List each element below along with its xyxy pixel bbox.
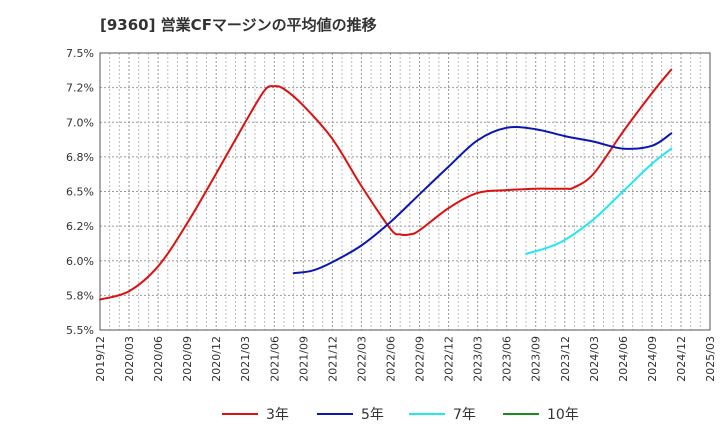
x-tick-label: 2024/12 (675, 336, 688, 382)
x-tick-label: 2023/09 (530, 336, 543, 382)
series-line-7年 (525, 147, 673, 255)
x-tick-label: 2022/09 (414, 336, 427, 382)
grid (99, 52, 711, 331)
x-tick-label: 2020/03 (123, 336, 136, 382)
x-tick-label: 2024/03 (588, 336, 601, 382)
series-line-3年 (99, 68, 673, 301)
legend-label: 5年 (361, 407, 384, 423)
x-tick-label: 2022/12 (443, 336, 456, 382)
legend-label: 10年 (547, 407, 579, 423)
x-tick-label: 2022/06 (384, 336, 397, 382)
y-tick-label: 6.2% (66, 220, 94, 233)
y-tick-label: 5.8% (66, 289, 94, 302)
x-tick-label: 2021/03 (239, 336, 252, 382)
x-tick-label: 2024/09 (646, 336, 659, 382)
x-tick-label: 2019/12 (94, 336, 107, 382)
x-tick-label: 2022/03 (355, 336, 368, 382)
legend: 3年 5年 7年 10年 (222, 407, 579, 423)
y-tick-label: 7.0% (66, 116, 94, 129)
x-tick-label: 2024/06 (617, 336, 630, 382)
x-tick-label: 2023/06 (501, 336, 514, 382)
x-axis-ticks: 2019/12 2020/03 2020/06 2020/09 2020/12 2021/… (94, 336, 717, 382)
legend-label: 7年 (453, 407, 476, 423)
chart-title: [9360] 営業CFマージンの平均値の推移 (100, 16, 377, 34)
y-tick-label: 7.5% (66, 47, 94, 60)
x-tick-label: 2021/12 (326, 336, 339, 382)
series-line-5年 (292, 126, 673, 275)
x-tick-label: 2021/06 (268, 336, 281, 382)
y-tick-label: 6.5% (66, 186, 94, 199)
series-lines (99, 68, 673, 301)
plot-area-border (99, 52, 711, 331)
x-tick-label: 2020/12 (210, 336, 223, 382)
x-tick-label: 2020/06 (152, 336, 165, 382)
y-tick-label: 6.0% (66, 255, 94, 268)
x-tick-label: 2023/03 (472, 336, 485, 382)
y-tick-label: 5.5% (66, 324, 94, 337)
x-tick-label: 2020/09 (181, 336, 194, 382)
legend-label: 3年 (266, 407, 289, 423)
x-tick-label: 2025/03 (704, 336, 717, 382)
y-tick-label: 7.2% (66, 82, 94, 95)
y-tick-label: 6.8% (66, 151, 94, 164)
x-tick-label: 2023/12 (559, 336, 572, 382)
x-tick-label: 2021/09 (297, 336, 310, 382)
y-axis-ticks: 5.5% 5.8% 6.0% 6.2% 6.5% 6.8% 7.0% 7.2% 7.5% (66, 47, 94, 337)
